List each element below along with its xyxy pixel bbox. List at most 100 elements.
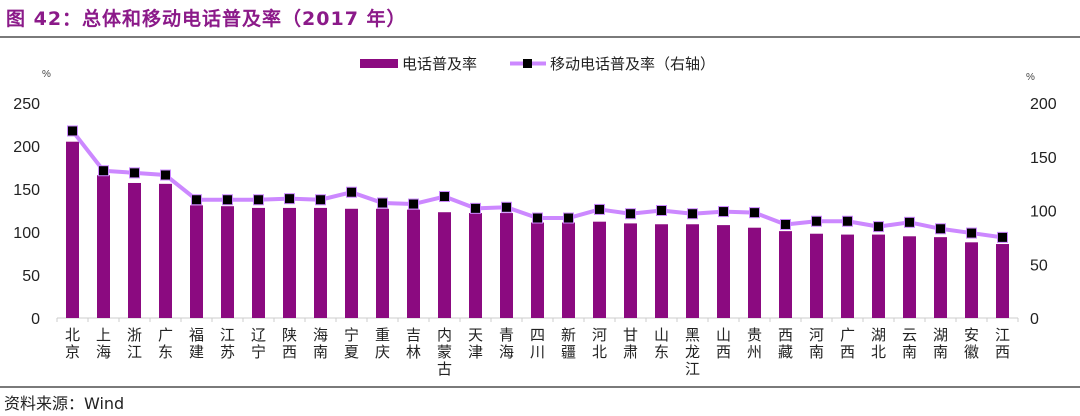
x-label-char: 古 — [437, 361, 452, 378]
x-label-char: 河 — [592, 327, 607, 344]
x-label-char: 疆 — [561, 344, 576, 361]
x-label-河北: 河北 — [592, 327, 607, 361]
marker-西藏 — [780, 218, 791, 230]
legend: 电话普及率 移动电话普及率（右轴） — [360, 56, 715, 73]
x-label-char: 海 — [499, 344, 514, 361]
marker-宁夏 — [346, 186, 357, 198]
x-label-吉林: 吉林 — [406, 327, 421, 361]
marker-广东 — [160, 169, 171, 181]
x-label-char: 山 — [654, 327, 669, 344]
x-label-char: 江 — [685, 361, 700, 378]
bar-安徽 — [965, 242, 978, 318]
bar-江西 — [996, 244, 1009, 318]
marker-山东 — [656, 205, 667, 216]
x-label-char: 江 — [995, 327, 1010, 344]
legend-line-label: 移动电话普及率（右轴） — [550, 56, 715, 73]
bottom-divider — [0, 386, 1080, 388]
left-tick-label: 250 — [13, 96, 40, 113]
x-label-河南: 河南 — [809, 327, 824, 361]
marker-福建 — [191, 194, 202, 206]
marker-新疆 — [563, 212, 574, 224]
marker-重庆 — [377, 197, 388, 209]
top-divider — [0, 36, 1080, 38]
right-tick-label: 150 — [1030, 150, 1057, 167]
bar-浙江 — [128, 182, 141, 318]
right-axis-unit: % — [1026, 72, 1035, 83]
right-tick-label: 50 — [1030, 257, 1048, 274]
x-label-广西: 广西 — [840, 327, 855, 361]
x-label-江苏: 江苏 — [220, 327, 235, 361]
marker-吉林 — [408, 198, 419, 210]
x-label-char: 青 — [499, 327, 514, 344]
marker-贵州 — [749, 207, 760, 219]
left-tick-label: 200 — [13, 139, 40, 156]
bar-西藏 — [779, 231, 792, 318]
left-axis-unit: % — [42, 69, 51, 80]
marker-天津 — [470, 202, 481, 214]
x-label-char: 海 — [313, 327, 328, 344]
x-label-天津: 天津 — [468, 327, 483, 361]
bar-北京 — [66, 141, 79, 318]
x-label-char: 州 — [747, 344, 762, 361]
x-label-甘肃: 甘肃 — [623, 327, 638, 361]
x-label-char: 河 — [809, 327, 824, 344]
x-label-安徽: 安徽 — [964, 327, 979, 361]
marker-江苏 — [222, 194, 233, 206]
x-label-山西: 山西 — [716, 327, 731, 361]
x-label-char: 庆 — [375, 344, 390, 361]
marker-浙江 — [129, 167, 140, 179]
bar-陕西 — [283, 207, 296, 318]
x-label-char: 安 — [964, 327, 979, 344]
x-label-青海: 青海 — [499, 327, 514, 361]
x-label-char: 苏 — [220, 344, 235, 361]
x-label-char: 甘 — [623, 327, 638, 344]
x-label-char: 山 — [716, 327, 731, 344]
x-label-内蒙古: 内蒙古 — [437, 327, 452, 378]
marker-辽宁 — [253, 194, 264, 206]
bar-贵州 — [748, 227, 761, 318]
x-label-char: 藏 — [778, 344, 793, 361]
x-label-char: 内 — [437, 327, 452, 344]
x-label-char: 宁 — [344, 327, 359, 344]
marker-湖南 — [935, 223, 946, 235]
x-label-char: 西 — [995, 344, 1010, 361]
bar-江苏 — [221, 206, 234, 318]
source-note: 资料来源：Wind — [4, 394, 125, 413]
bar-山西 — [717, 225, 730, 318]
bar-吉林 — [407, 209, 420, 318]
x-label-char: 宁 — [251, 344, 266, 361]
marker-江西 — [997, 231, 1008, 243]
bar-海南 — [314, 207, 327, 318]
x-label-char: 林 — [406, 344, 421, 361]
x-label-char: 北 — [65, 327, 80, 344]
marker-青海 — [501, 201, 512, 213]
legend-line-marker — [523, 59, 532, 68]
bar-福建 — [190, 205, 203, 318]
bar-重庆 — [376, 208, 389, 318]
bar-内蒙古 — [438, 212, 451, 318]
x-label-char: 南 — [809, 344, 824, 361]
bar-辽宁 — [252, 207, 265, 318]
x-label-湖南: 湖南 — [933, 327, 948, 361]
x-label-char: 建 — [189, 344, 204, 361]
x-label-char: 西 — [840, 344, 855, 361]
bar-甘肃 — [624, 223, 637, 318]
left-tick-label: 100 — [13, 225, 40, 242]
bar-四川 — [531, 222, 544, 318]
x-label-char: 京 — [65, 344, 80, 361]
x-label-char: 东 — [654, 344, 669, 361]
bar-湖南 — [934, 237, 947, 318]
bar-新疆 — [562, 222, 575, 318]
x-label-char: 肃 — [623, 344, 638, 361]
x-label-char: 新 — [561, 327, 576, 344]
x-label-char: 湖 — [871, 327, 886, 344]
bar-黑龙江 — [686, 224, 699, 318]
x-label-char: 浙 — [127, 327, 142, 344]
x-label-湖北: 湖北 — [871, 327, 886, 361]
x-label-char: 四 — [530, 327, 545, 344]
x-label-广东: 广东 — [158, 327, 173, 361]
x-label-char: 辽 — [251, 327, 266, 344]
x-label-char: 黑 — [685, 327, 700, 344]
bar-湖北 — [872, 234, 885, 318]
